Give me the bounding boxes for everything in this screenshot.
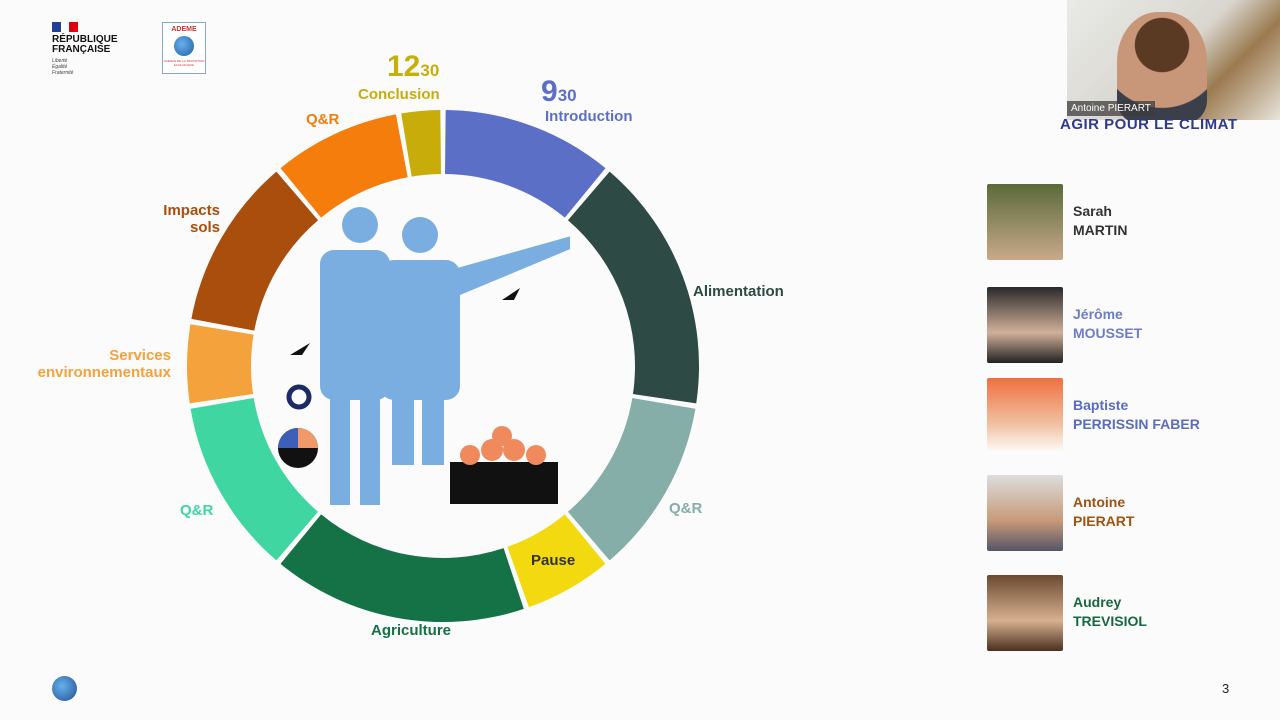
segment-label-qr-3: Q&R xyxy=(180,502,214,519)
motto: Égalité xyxy=(52,64,68,70)
segment-agriculture xyxy=(280,514,524,622)
page-number: 3 xyxy=(1222,681,1230,696)
logo-text: RÉPUBLIQUE xyxy=(52,34,118,45)
people-illustration xyxy=(278,207,570,505)
slide-title-fragment: AGIR POUR LE CLIMAT xyxy=(1060,116,1238,133)
motto: Fraternité xyxy=(52,70,74,76)
speaker-name: Baptiste PERRISSIN FABER xyxy=(1073,396,1200,434)
start-time: 930 xyxy=(541,75,577,109)
ademe-title: ADEME xyxy=(171,26,197,33)
logo-text: FRANÇAISE xyxy=(52,44,111,55)
republique-francaise-logo: RÉPUBLIQUE FRANÇAISE Liberté Égalité Frater… xyxy=(52,22,118,76)
speaker-last-name: MARTIN xyxy=(1073,222,1128,238)
speaker-name: Audrey TREVISIOL xyxy=(1073,593,1147,631)
segment-introduction xyxy=(445,110,606,218)
speaker-photo xyxy=(987,575,1063,651)
speaker-last-name: TREVISIOL xyxy=(1073,613,1147,629)
end-time: 1230 xyxy=(387,50,439,84)
speaker-first-name: Baptiste xyxy=(1073,397,1129,413)
segment-alimentation xyxy=(567,171,699,404)
segment-label-introduction: Introduction xyxy=(545,108,633,125)
segment-label-agriculture: Agriculture xyxy=(371,622,452,639)
segment-label-qr-2: Q&R xyxy=(669,500,703,517)
ademe-logo: ADEME AGENCE DE LA TRANSITION ÉCOLOGIQUE xyxy=(162,22,206,74)
speaker-first-name: Antoine xyxy=(1073,494,1126,510)
globe-icon xyxy=(52,676,77,701)
ademe-subtitle: AGENCE DE LA TRANSITION ÉCOLOGIQUE xyxy=(163,59,205,67)
start-minutes: 30 xyxy=(557,86,577,105)
speaker-photo xyxy=(987,287,1063,363)
segment-label-impacts-sols: Impacts sols xyxy=(163,202,220,236)
speaker-name: Jérôme MOUSSET xyxy=(1073,305,1142,343)
participant-video[interactable]: Antoine PIERART xyxy=(1067,0,1280,120)
speaker-name: Sarah MARTIN xyxy=(1073,202,1127,240)
segment-label-alimentation: Alimentation xyxy=(693,283,784,300)
segment-label-conclusion: Conclusion xyxy=(358,86,440,103)
segment-label-services: Services environnementaux xyxy=(37,347,171,381)
segment-label-pause: Pause xyxy=(531,552,576,569)
speaker-first-name: Jérôme xyxy=(1073,306,1123,322)
speaker-photo xyxy=(987,378,1063,454)
speaker-photo xyxy=(987,475,1063,551)
speaker-photo xyxy=(987,184,1063,260)
start-hour: 9 xyxy=(541,75,558,108)
end-minutes: 30 xyxy=(420,61,440,80)
motto: Liberté xyxy=(52,58,68,64)
end-hour: 12 xyxy=(387,50,421,83)
segment-q-r xyxy=(280,114,408,218)
segment-impacts-sols xyxy=(191,171,319,331)
segment-conclusion xyxy=(401,110,441,177)
speaker-last-name: MOUSSET xyxy=(1073,325,1143,341)
speaker-first-name: Audrey xyxy=(1073,594,1122,610)
speaker-name: Antoine PIERART xyxy=(1073,493,1134,531)
participant-name: Antoine PIERART xyxy=(1067,101,1155,116)
agenda-donut xyxy=(186,110,699,622)
speaker-first-name: Sarah xyxy=(1073,203,1112,219)
segment-services-environnementaux xyxy=(186,324,254,404)
segment-q-r xyxy=(567,398,696,561)
segment-q-r xyxy=(190,398,319,561)
speaker-last-name: PERRISSIN FABER xyxy=(1073,416,1200,432)
segment-label-qr-1: Q&R xyxy=(306,111,340,128)
globe-icon xyxy=(174,36,194,56)
speaker-last-name: PIERART xyxy=(1073,513,1135,529)
segment-pause xyxy=(507,514,606,608)
